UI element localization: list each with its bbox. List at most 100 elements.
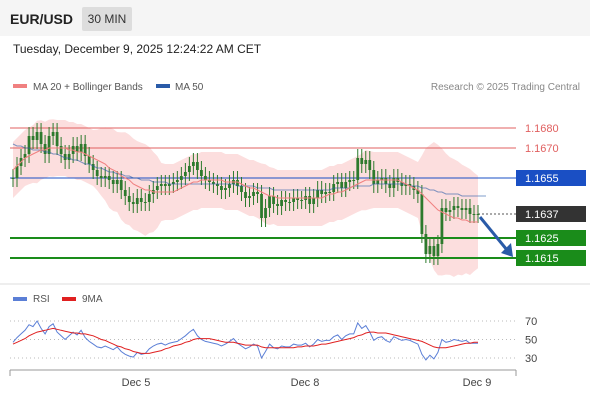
candle-body <box>296 198 300 200</box>
candle-body <box>324 192 328 194</box>
rsi-ma-legend-swatch <box>62 297 76 301</box>
candle-body <box>127 196 131 202</box>
candle-body <box>119 180 123 190</box>
candle-body <box>115 180 119 184</box>
candle-body <box>464 208 468 210</box>
candle-body <box>320 190 324 194</box>
support-level-label: 1.1615 <box>525 253 559 265</box>
candle-body <box>200 170 203 176</box>
x-tick-label: Dec 5 <box>122 377 151 389</box>
ma50-legend-label: MA 50 <box>175 82 204 93</box>
candle-body <box>472 214 476 215</box>
support-level-tag <box>516 250 586 266</box>
candle-body <box>27 136 31 154</box>
candle-body <box>244 192 247 198</box>
candle-body <box>276 204 279 206</box>
candle-body <box>159 184 163 186</box>
last-level-label: 1.1637 <box>525 209 559 221</box>
candle-body <box>204 176 207 180</box>
candle-body <box>163 184 167 186</box>
ma20-legend-label: MA 20 + Bollinger Bands <box>33 82 143 93</box>
candle-body <box>224 188 227 190</box>
candle-body <box>392 178 396 188</box>
ma20-legend-swatch <box>13 84 27 88</box>
candle-body <box>380 178 384 180</box>
candle-body <box>428 246 432 254</box>
candle-body <box>336 182 340 184</box>
candle-body <box>39 132 43 144</box>
chart-datetime: Tuesday, December 9, 2025 12:24:22 AM CE… <box>13 42 262 56</box>
rsi-legend-label: RSI <box>33 294 50 305</box>
candle-body <box>51 132 55 136</box>
candle-body <box>23 154 27 158</box>
candle-body <box>67 154 71 160</box>
rsi-line <box>12 320 478 361</box>
candle-body <box>468 208 472 214</box>
pivot-level-tag <box>516 170 586 186</box>
candle-body <box>260 194 263 218</box>
candle-body <box>147 194 151 202</box>
candle-body <box>352 180 356 181</box>
candle-body <box>316 190 320 198</box>
candle-body <box>187 166 191 172</box>
candle-body <box>220 186 223 190</box>
candle-body <box>35 132 39 140</box>
candle-body <box>348 180 352 182</box>
candle-body <box>103 176 107 178</box>
candle-body <box>268 196 271 208</box>
candle-body <box>284 200 287 202</box>
candle-body <box>408 184 412 186</box>
resistance-level-label: 1.1680 <box>525 123 559 135</box>
rsi-ma-legend-label: 9MA <box>82 294 103 305</box>
candle-body <box>300 200 304 201</box>
x-tick-label: Dec 8 <box>291 377 320 389</box>
candle-body <box>312 198 316 204</box>
candle-body <box>340 182 344 188</box>
rsi-y-tick-label: 30 <box>525 353 537 365</box>
forecast-arrow-shaft <box>478 216 509 251</box>
candle-body <box>452 206 456 210</box>
last-level-tag <box>516 206 586 222</box>
candle-body <box>79 144 83 152</box>
candle-body <box>216 184 219 186</box>
timeframe-button[interactable]: 30 MIN <box>82 7 132 31</box>
candle-body <box>344 182 348 188</box>
candle-body <box>236 180 239 186</box>
candle-body <box>139 198 143 202</box>
rsi-y-tick-label: 50 <box>525 335 537 347</box>
candle-body <box>448 210 452 212</box>
candle-body <box>248 196 251 198</box>
candle-body <box>436 244 440 256</box>
candle-body <box>87 156 91 164</box>
candle-body <box>356 158 360 180</box>
credit-text: Research © 2025 Trading Central <box>431 82 580 93</box>
rsi-legend-swatch <box>13 297 27 301</box>
candle-body <box>11 178 15 179</box>
rsi-plot: 70 50 30 <box>10 316 537 365</box>
candle-body <box>416 190 420 194</box>
candle-body <box>175 180 179 182</box>
candle-body <box>183 172 187 176</box>
candle-body <box>123 190 127 196</box>
candle-body <box>360 158 364 164</box>
candle-body <box>55 132 59 146</box>
header-bar: EUR/USD 30 MIN <box>0 0 590 36</box>
candle-body <box>95 170 99 176</box>
candle-body <box>456 206 460 208</box>
candle-body <box>212 182 215 184</box>
support-level-tag <box>516 230 586 246</box>
candle-body <box>364 160 368 164</box>
candle-body <box>196 162 199 170</box>
candle-body <box>264 208 267 218</box>
candle-body <box>432 246 436 256</box>
candle-body <box>240 186 243 192</box>
candle-body <box>476 214 480 215</box>
candle-body <box>388 184 392 188</box>
candle-body <box>15 166 19 178</box>
price-plot: 1.1680 1.1670 1.1655 1.1637 1.1625 1.1615 <box>10 119 586 277</box>
candle-body <box>167 184 171 186</box>
candle-body <box>368 160 372 170</box>
resistance-level-label: 1.1670 <box>525 143 559 155</box>
candle-body <box>143 202 147 203</box>
rsi-ma-line <box>12 327 478 354</box>
